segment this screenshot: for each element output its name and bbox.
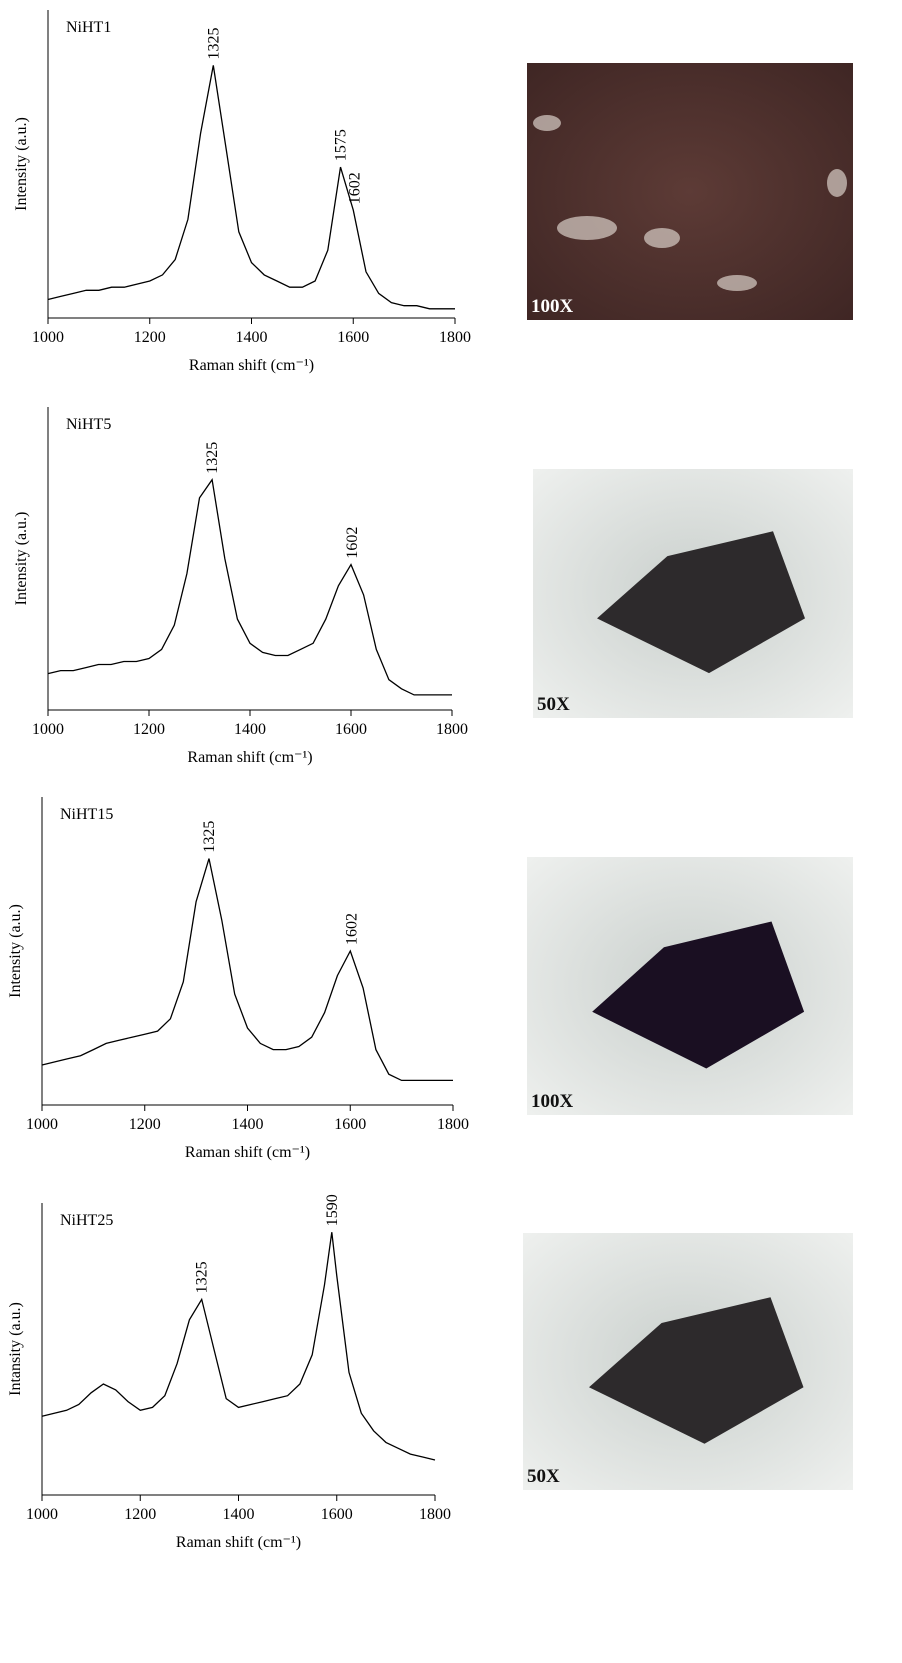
spectrum-line xyxy=(47,65,455,310)
peak-label: 1325 xyxy=(204,442,221,474)
x-tick-label: 1000 xyxy=(26,1506,58,1523)
x-tick-label: 1000 xyxy=(32,329,64,346)
x-tick-label: 1400 xyxy=(223,1506,255,1523)
magnification-label: 100X xyxy=(531,1091,574,1112)
x-axis-label: Raman shift (cm⁻¹) xyxy=(176,1534,301,1551)
x-tick-label: 1800 xyxy=(436,721,468,738)
x-tick-label: 1800 xyxy=(437,1116,469,1133)
bright-spot xyxy=(557,216,617,240)
x-tick-label: 1200 xyxy=(134,329,166,346)
particle xyxy=(597,531,805,674)
spectrum-line xyxy=(41,858,453,1082)
magnification-label: 50X xyxy=(537,694,570,715)
bright-spot xyxy=(533,115,561,131)
x-tick-label: 1200 xyxy=(124,1506,156,1523)
x-tick-label: 1200 xyxy=(129,1116,161,1133)
peak-label: 1325 xyxy=(194,1261,211,1293)
x-tick-label: 1600 xyxy=(334,1116,366,1133)
spectrum-line xyxy=(47,478,452,696)
x-tick-label: 1400 xyxy=(236,329,268,346)
x-tick-label: 1000 xyxy=(32,721,64,738)
y-axis-label: Intensity (a.u.) xyxy=(13,117,30,211)
x-tick-label: 1800 xyxy=(419,1506,451,1523)
sample-label: NiHT25 xyxy=(60,1212,113,1229)
peak-label: 1575 xyxy=(333,129,350,161)
magnification-label: 100X xyxy=(531,296,574,317)
particle xyxy=(589,1297,804,1444)
x-tick-label: 1000 xyxy=(26,1116,58,1133)
x-axis-label: Raman shift (cm⁻¹) xyxy=(187,749,312,766)
bright-spot xyxy=(644,228,680,248)
peak-label: 1602 xyxy=(344,527,361,559)
y-axis-label: Intansity (a.u.) xyxy=(7,1302,24,1396)
x-tick-label: 1400 xyxy=(234,721,266,738)
bright-spot xyxy=(827,169,847,197)
x-tick-label: 1600 xyxy=(337,329,369,346)
x-tick-label: 1400 xyxy=(232,1116,264,1133)
peak-label: 1602 xyxy=(346,172,363,204)
x-tick-label: 1600 xyxy=(335,721,367,738)
spectrum-line xyxy=(41,1232,436,1461)
sample-label: NiHT15 xyxy=(60,806,113,823)
x-tick-label: 1200 xyxy=(133,721,165,738)
magnification-label: 50X xyxy=(527,1466,560,1487)
x-tick-label: 1800 xyxy=(439,329,471,346)
peak-label: 1325 xyxy=(201,821,218,853)
x-axis-label: Raman shift (cm⁻¹) xyxy=(185,1144,310,1161)
y-axis-label: Intensity (a.u.) xyxy=(7,904,24,998)
particle xyxy=(592,921,805,1069)
y-axis-label: Intensity (a.u.) xyxy=(13,512,30,606)
peak-label: 1590 xyxy=(324,1194,341,1226)
sample-label: NiHT1 xyxy=(66,19,111,36)
bright-spot xyxy=(717,275,757,291)
micrograph xyxy=(527,63,853,320)
x-axis-label: Raman shift (cm⁻¹) xyxy=(189,357,314,374)
x-tick-label: 1600 xyxy=(321,1506,353,1523)
peak-label: 1325 xyxy=(205,27,222,59)
peak-label: 1602 xyxy=(343,913,360,945)
sample-label: NiHT5 xyxy=(66,416,111,433)
